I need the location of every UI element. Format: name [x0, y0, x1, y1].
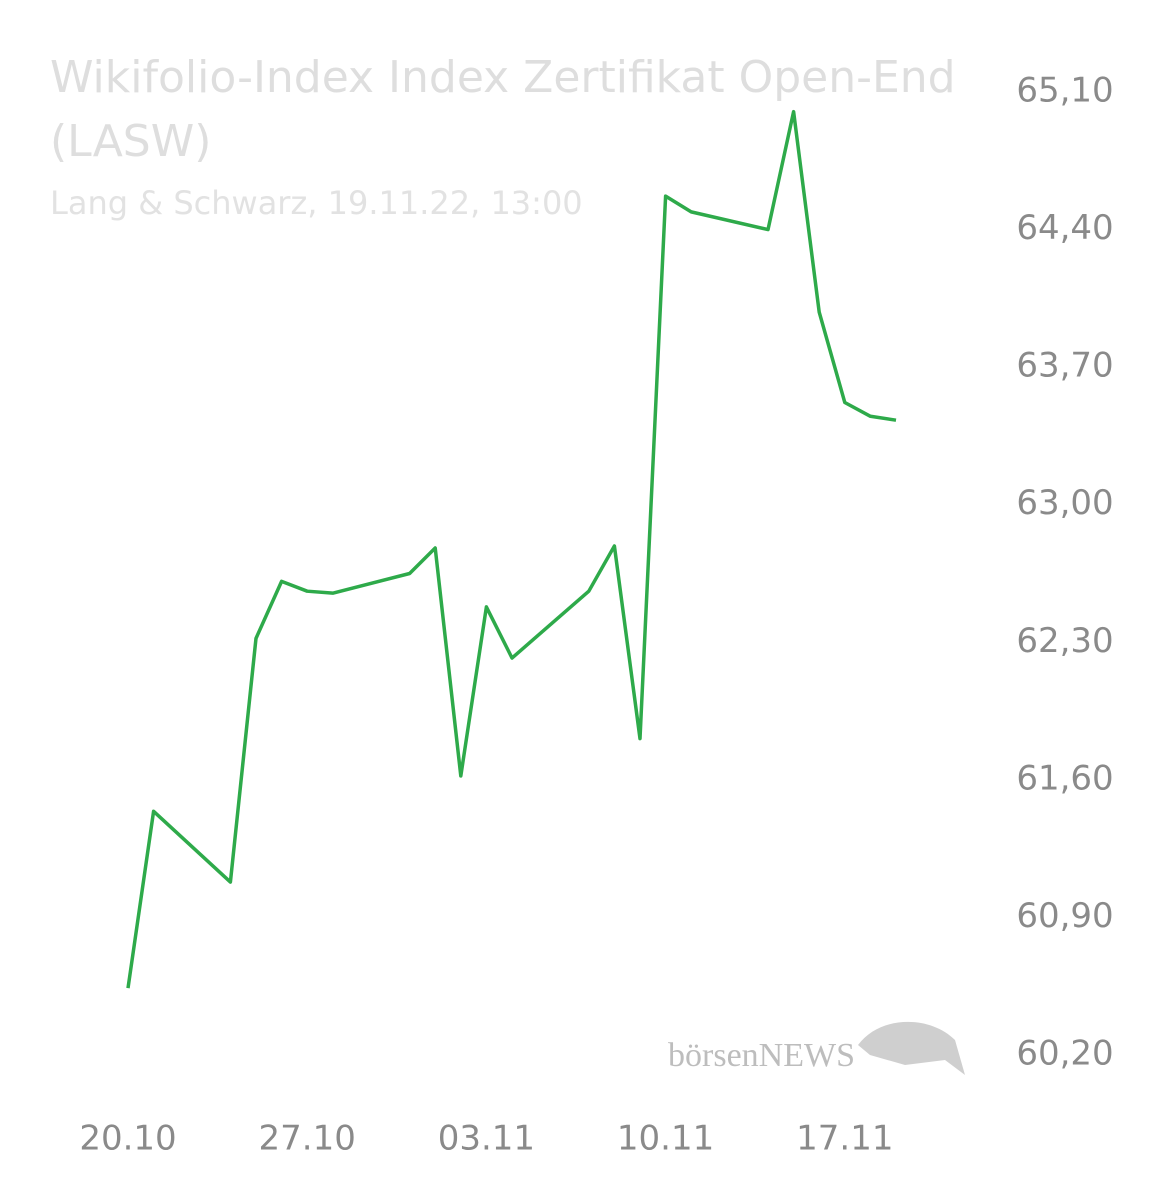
x-tick-label: 27.10 [259, 1119, 356, 1159]
chart-title-line1: Wikifolio-Index Index Zertifikat Open-En… [50, 52, 956, 103]
chart-subtitle: Lang & Schwarz, 19.11.22, 13:00 [50, 184, 583, 222]
chart-title-line2: (LASW) [50, 116, 211, 167]
watermark-bull [858, 1021, 965, 1075]
y-tick-label: 62,30 [1016, 621, 1113, 661]
y-tick-label: 61,60 [1016, 758, 1113, 798]
y-tick-label: 63,00 [1016, 483, 1113, 523]
y-tick-label: 60,20 [1016, 1034, 1113, 1074]
y-tick-label: 60,90 [1016, 896, 1113, 936]
y-tick-label: 63,70 [1016, 346, 1113, 386]
watermark: börsenNEWS [668, 1037, 855, 1074]
x-tick-label: 10.11 [617, 1119, 714, 1159]
x-tick-label: 20.10 [79, 1119, 176, 1159]
y-tick-label: 65,10 [1016, 71, 1113, 111]
price-line [126, 109, 897, 989]
x-tick-label: 03.11 [438, 1119, 535, 1159]
x-tick-label: 17.11 [796, 1119, 893, 1159]
y-tick-label: 64,40 [1016, 208, 1113, 248]
